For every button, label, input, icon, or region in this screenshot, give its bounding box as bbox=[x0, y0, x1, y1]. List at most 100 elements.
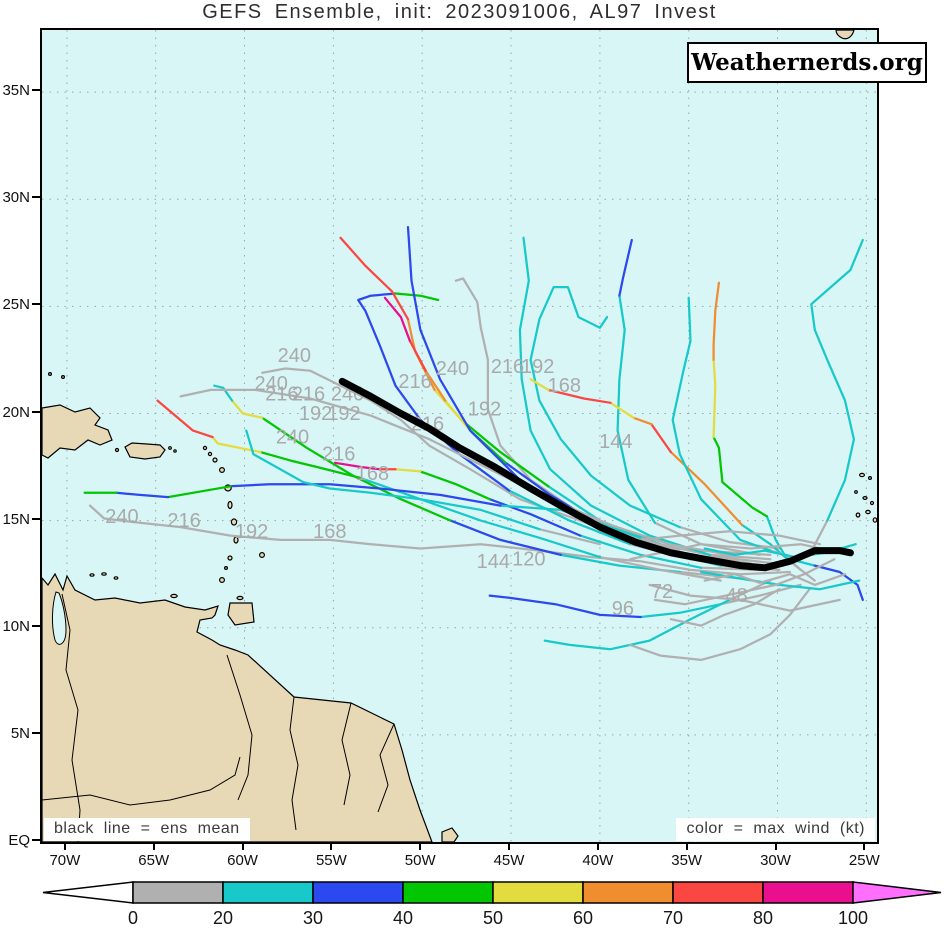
lat-tick-label: 10N bbox=[2, 617, 30, 635]
ensemble-track-segment bbox=[358, 476, 602, 559]
forecast-hour-label: 192 bbox=[521, 356, 554, 378]
margarita-island bbox=[170, 593, 178, 599]
colorbar-segment bbox=[402, 881, 494, 904]
colorbar-tick-label: 50 bbox=[483, 908, 503, 928]
ensemble-track-segment bbox=[229, 483, 502, 507]
ensemble-track-segment bbox=[598, 555, 722, 582]
cape-verde-island bbox=[855, 512, 861, 518]
forecast-hour-label: 216 bbox=[398, 371, 431, 393]
cape-verde-island bbox=[867, 476, 872, 481]
lon-tick-label: 40W bbox=[582, 852, 614, 869]
ensemble-track-segment bbox=[460, 418, 550, 488]
colorbar-tick-label: 0 bbox=[128, 908, 138, 928]
ensemble-track-segment bbox=[648, 583, 841, 612]
latitude-axis: EQ 5N 10N 15N 20N 25N 30N 35N bbox=[0, 28, 40, 849]
forecast-hour-label: 144 bbox=[599, 431, 632, 453]
ensemble-track-segment bbox=[449, 519, 562, 557]
country-border bbox=[377, 723, 395, 813]
mean-line-legend: black line = ens mean bbox=[44, 818, 250, 841]
forecast-hour-label: 168 bbox=[356, 463, 389, 485]
forecast-hour-label: 192 bbox=[468, 399, 501, 421]
ensemble-track-segment bbox=[529, 285, 681, 529]
country-border bbox=[341, 702, 352, 806]
forecast-hour-label: 240 bbox=[278, 345, 311, 367]
forecast-hour-label: 216 bbox=[167, 510, 200, 532]
ensemble-track-segment bbox=[671, 296, 772, 552]
forecast-hour-label: 72 bbox=[651, 581, 673, 603]
ensemble-track-segment bbox=[230, 399, 264, 419]
lesser-antilles-island bbox=[207, 451, 213, 457]
lat-tick-mark bbox=[32, 517, 40, 520]
lon-tick-mark bbox=[685, 842, 688, 850]
ensemble-track-segment bbox=[650, 423, 673, 454]
page-title: GEFS Ensemble, init: 2023091006, AL97 In… bbox=[202, 1, 717, 23]
ensemble-track-segment bbox=[508, 489, 632, 546]
aruba-island bbox=[89, 573, 95, 577]
dominica-island bbox=[227, 500, 233, 510]
lon-tick-mark bbox=[596, 842, 599, 850]
colorbar-tick-label: 40 bbox=[393, 908, 413, 928]
ensemble-track-segment bbox=[339, 236, 410, 321]
ensemble-track-segment bbox=[488, 594, 642, 619]
lat-tick-mark bbox=[32, 410, 40, 413]
lake-maracaibo bbox=[52, 591, 67, 645]
forecast-hour-label: 216 bbox=[265, 384, 298, 406]
forecast-hour-label: 240 bbox=[105, 506, 138, 528]
ensemble-track-segment bbox=[653, 558, 836, 606]
country-border bbox=[289, 696, 299, 831]
ensemble-mean-layer bbox=[338, 377, 854, 572]
ensemble-track-segment bbox=[632, 416, 653, 426]
ensemble-track-segment bbox=[179, 388, 731, 557]
ensemble-track-segment bbox=[156, 399, 214, 439]
small-island bbox=[168, 446, 172, 450]
forecast-hour-label: 120 bbox=[512, 549, 545, 571]
lat-tick-label: 5N bbox=[10, 724, 30, 742]
small-island bbox=[173, 449, 177, 453]
forecast-hour-label: 240 bbox=[436, 358, 469, 380]
ensemble-track-segment bbox=[703, 573, 847, 587]
lat-tick-mark bbox=[32, 731, 40, 734]
lesser-antilles-island bbox=[212, 457, 218, 463]
ensemble-track-segment bbox=[383, 296, 411, 342]
colorbar-tick-label: 80 bbox=[753, 908, 773, 928]
ensemble-track-segment bbox=[813, 564, 864, 602]
lat-tick-label: 35N bbox=[2, 82, 30, 100]
lon-tick-mark bbox=[419, 842, 422, 850]
ensemble-track-segment bbox=[609, 401, 635, 419]
ensemble-track-segment bbox=[488, 498, 582, 537]
lat-tick-label: 15N bbox=[2, 510, 30, 528]
ensemble-track-segment bbox=[424, 369, 447, 402]
longitude-axis: 70W 65W 60W 55W 50W 45W 40W 35W 30W 25W bbox=[40, 842, 880, 874]
ensemble-track-segment bbox=[810, 238, 864, 522]
marajo-island bbox=[441, 827, 459, 842]
grenada-island bbox=[219, 576, 226, 583]
cape-verde-island bbox=[869, 500, 875, 506]
cape-verde-island bbox=[865, 509, 871, 515]
ensemble-track-segment bbox=[628, 588, 811, 662]
lat-tick-label: 20N bbox=[2, 403, 30, 421]
lon-tick-mark bbox=[241, 842, 244, 850]
lesser-antilles-island bbox=[202, 445, 208, 451]
ensemble-track-segment bbox=[518, 236, 712, 557]
cape-verde-island bbox=[862, 496, 868, 501]
ensemble-track-segment bbox=[115, 491, 170, 499]
colorbar-tick-label: 30 bbox=[303, 908, 323, 928]
forecast-hour-label: 216 bbox=[322, 444, 355, 466]
small-island bbox=[114, 447, 120, 453]
forecast-hour-label: 168 bbox=[548, 375, 581, 397]
forecast-hour-label: 240 bbox=[276, 427, 309, 449]
forecast-hour-label: 168 bbox=[313, 521, 346, 543]
lon-tick-label: 30W bbox=[760, 852, 791, 869]
azores-island-clipped bbox=[835, 30, 855, 40]
lon-tick-mark bbox=[330, 842, 333, 850]
ensemble-track-segment bbox=[616, 294, 657, 524]
ensemble-track-segment bbox=[618, 238, 633, 297]
ensemble-track-segment bbox=[394, 468, 422, 473]
ensemble-track-segment bbox=[579, 534, 703, 569]
country-border bbox=[61, 593, 81, 842]
ensemble-track-segment bbox=[765, 515, 786, 557]
ensemble-track-segment bbox=[211, 435, 262, 454]
ensemble-track-segment bbox=[712, 281, 721, 362]
watermark-box: Weathernerds.org bbox=[687, 42, 927, 83]
